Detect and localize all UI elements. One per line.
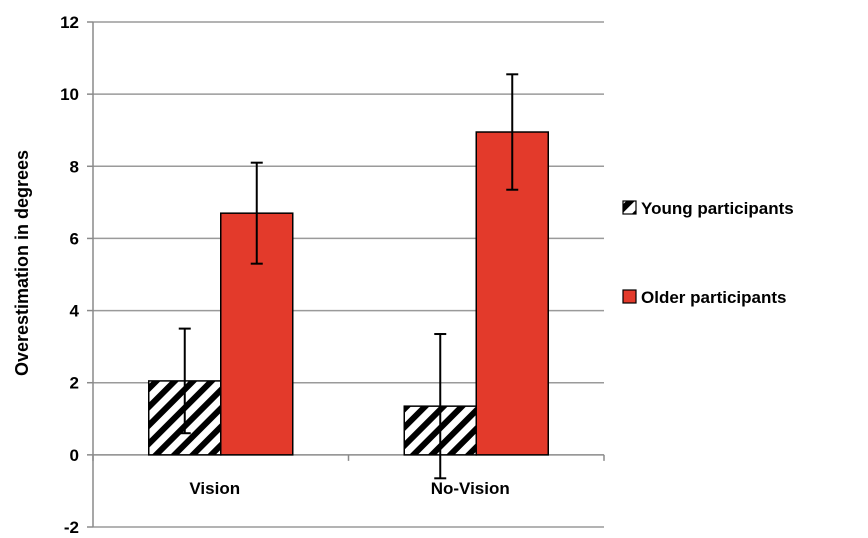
legend-label: Young participants — [641, 199, 794, 218]
y-tick-label: 6 — [70, 229, 79, 248]
bars — [148, 131, 549, 456]
y-tick-label: 0 — [70, 446, 79, 465]
legend: Young participants Older participants — [622, 199, 794, 307]
y-tick-label: 8 — [70, 157, 79, 176]
y-tick-label: 2 — [70, 374, 79, 393]
y-tick-labels: -2 0 2 4 6 8 10 12 — [60, 13, 79, 537]
y-tick-label: 4 — [70, 302, 80, 321]
legend-swatch — [622, 289, 637, 304]
bar-older — [475, 131, 549, 456]
y-axis-label: Overestimation in degrees — [12, 150, 32, 376]
error-bars — [178, 73, 519, 480]
legend-label: Older participants — [641, 288, 786, 307]
x-category-labels: Vision No-Vision — [189, 479, 509, 498]
x-category-label: Vision — [189, 479, 240, 498]
legend-swatch — [622, 200, 637, 215]
y-tick-label: 12 — [60, 13, 79, 32]
x-category-label: No-Vision — [431, 479, 510, 498]
y-tick-label: 10 — [60, 85, 79, 104]
y-tick-label: -2 — [64, 518, 79, 537]
